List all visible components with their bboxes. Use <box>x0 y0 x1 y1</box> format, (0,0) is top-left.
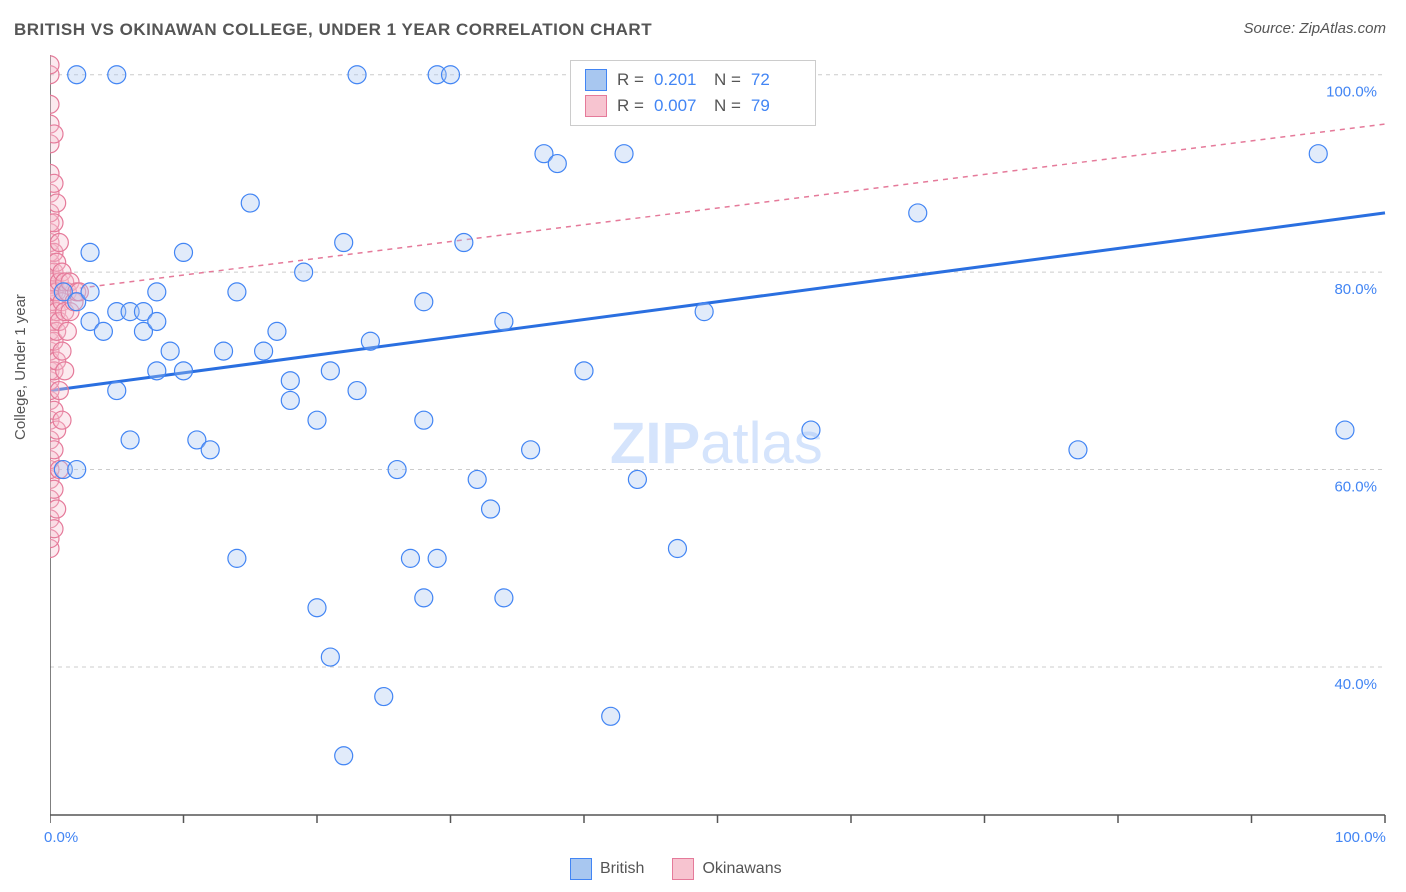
x-tick-label: 0.0% <box>44 829 78 846</box>
y-axis-label: College, Under 1 year <box>12 294 29 440</box>
correlation-scatter-chart: 40.0% 60.0% 80.0% 100.0% <box>50 55 1390 835</box>
legend-swatch-okinawans <box>672 858 694 880</box>
r-value-british: 0.201 <box>654 67 704 93</box>
source-attribution: Source: ZipAtlas.com <box>1243 20 1386 37</box>
svg-text:60.0%: 60.0% <box>1334 479 1377 496</box>
n-value-okinawans: 79 <box>751 93 801 119</box>
chart-title: BRITISH VS OKINAWAN COLLEGE, UNDER 1 YEA… <box>14 20 652 40</box>
svg-text:100.0%: 100.0% <box>1326 84 1377 101</box>
swatch-okinawans <box>585 95 607 117</box>
n-label: N = <box>714 93 741 119</box>
legend-label-okinawans: Okinawans <box>702 860 781 878</box>
legend-item-okinawans: Okinawans <box>672 858 781 880</box>
r-value-okinawans: 0.007 <box>654 93 704 119</box>
r-label: R = <box>617 67 644 93</box>
svg-text:40.0%: 40.0% <box>1334 676 1377 693</box>
legend-label-british: British <box>600 860 644 878</box>
n-label: N = <box>714 67 741 93</box>
swatch-british <box>585 69 607 91</box>
correlation-stats-legend: R = 0.201 N = 72 R = 0.007 N = 79 <box>570 60 816 126</box>
stats-row-british: R = 0.201 N = 72 <box>585 67 801 93</box>
r-label: R = <box>617 93 644 119</box>
x-tick-label: 100.0% <box>1335 829 1386 846</box>
series-legend: British Okinawans <box>570 858 782 880</box>
legend-item-british: British <box>570 858 644 880</box>
legend-swatch-british <box>570 858 592 880</box>
stats-row-okinawans: R = 0.007 N = 79 <box>585 93 801 119</box>
svg-text:80.0%: 80.0% <box>1334 281 1377 298</box>
n-value-british: 72 <box>751 67 801 93</box>
